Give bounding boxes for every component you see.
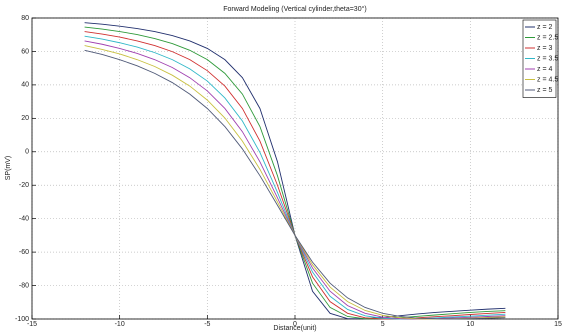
y-tick-label: 0	[25, 149, 29, 156]
y-tick-label: -60	[19, 249, 29, 256]
plot-frame	[31, 17, 559, 320]
y-tick-label: -100	[15, 316, 29, 323]
legend-label: z = 4	[537, 66, 552, 73]
y-tick-label: 60	[21, 48, 29, 55]
legend-label: z = 3.5	[537, 55, 558, 62]
y-tick-label: -20	[19, 182, 29, 189]
y-axis-label: SP(mV)	[5, 156, 12, 181]
legend-label: z = 2	[537, 24, 552, 31]
y-tick-label: 20	[21, 115, 29, 122]
x-tick-label: 15	[554, 321, 562, 328]
legend-label: z = 5	[537, 87, 552, 94]
x-tick-label: 5	[381, 321, 385, 328]
y-tick-label: 40	[21, 82, 29, 89]
y-tick-label: -80	[19, 282, 29, 289]
x-tick-label: -5	[204, 321, 210, 328]
x-axis-label: Distance(unit)	[273, 325, 316, 332]
legend-label: z = 3	[537, 45, 552, 52]
chart-title: Forward Modeling (Vertical cylinder,thet…	[223, 5, 366, 13]
y-tick-label: -40	[19, 216, 29, 223]
x-tick-label: -15	[27, 321, 37, 328]
y-tick-label: 80	[21, 15, 29, 22]
x-tick-label: 10	[466, 321, 474, 328]
legend-label: z = 4.5	[537, 76, 558, 83]
x-tick-label: -10	[115, 321, 125, 328]
x-tick-label: 0	[293, 321, 297, 328]
line-series	[84, 49, 506, 320]
legend-label: z = 2.5	[537, 34, 558, 41]
